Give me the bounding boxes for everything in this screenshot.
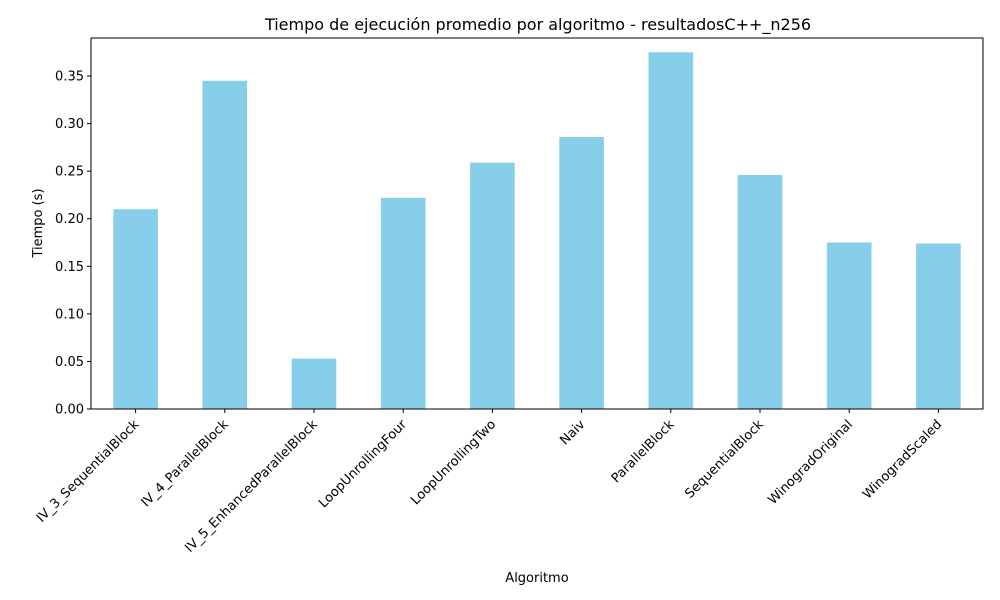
x-axis-label: Algoritmo <box>505 571 568 586</box>
y-tick-label: 0.00 <box>55 403 84 418</box>
x-tick-label: LoopUnrollingTwo <box>408 417 499 508</box>
y-tick-label: 0.35 <box>55 70 84 85</box>
x-axis: IV_3_SequentialBlockIV_4_ParallelBlockIV… <box>34 409 945 556</box>
x-tick-label: ParallelBlock <box>609 417 678 486</box>
y-tick-label: 0.10 <box>55 307 84 322</box>
x-tick-label: WinogradOriginal <box>765 417 856 508</box>
bar-IV_5_EnhancedParallelBlock <box>291 358 337 409</box>
x-tick-label: LoopUnrollingFour <box>316 417 410 511</box>
bar-IV_3_SequentialBlock <box>113 209 158 409</box>
bar-SequentialBlock <box>737 174 783 409</box>
x-tick-label: IV_4_ParallelBlock <box>139 417 232 510</box>
y-tick-label: 0.15 <box>55 260 84 275</box>
y-axis-label: Tiempo (s) <box>31 188 46 258</box>
bar-ParallelBlock <box>648 52 694 410</box>
bar-WinogradScaled <box>916 243 961 409</box>
chart-title: Tiempo de ejecución promedio por algorit… <box>264 15 811 35</box>
bar-WinogradOriginal <box>826 242 872 409</box>
y-tick-label: 0.05 <box>55 355 84 370</box>
x-tick-label: Naiv <box>557 417 588 448</box>
plot-frame <box>90 37 984 410</box>
x-tick-label: SequentialBlock <box>682 417 767 502</box>
y-tick-label: 0.25 <box>55 165 84 180</box>
bar-Naiv <box>559 136 604 409</box>
bar-LoopUnrollingFour <box>380 197 426 409</box>
x-tick-label: WinogradScaled <box>860 417 945 502</box>
y-tick-label: 0.20 <box>55 212 84 227</box>
bars <box>113 52 961 410</box>
y-tick-label: 0.30 <box>55 117 84 132</box>
y-axis: 0.00 0.05 0.10 0.15 0.20 0.25 0.30 0.35 <box>55 70 91 418</box>
x-tick-label: IV_3_SequentialBlock <box>34 417 143 526</box>
bar-IV_4_ParallelBlock <box>202 80 248 410</box>
bar-LoopUnrollingTwo <box>470 162 515 409</box>
